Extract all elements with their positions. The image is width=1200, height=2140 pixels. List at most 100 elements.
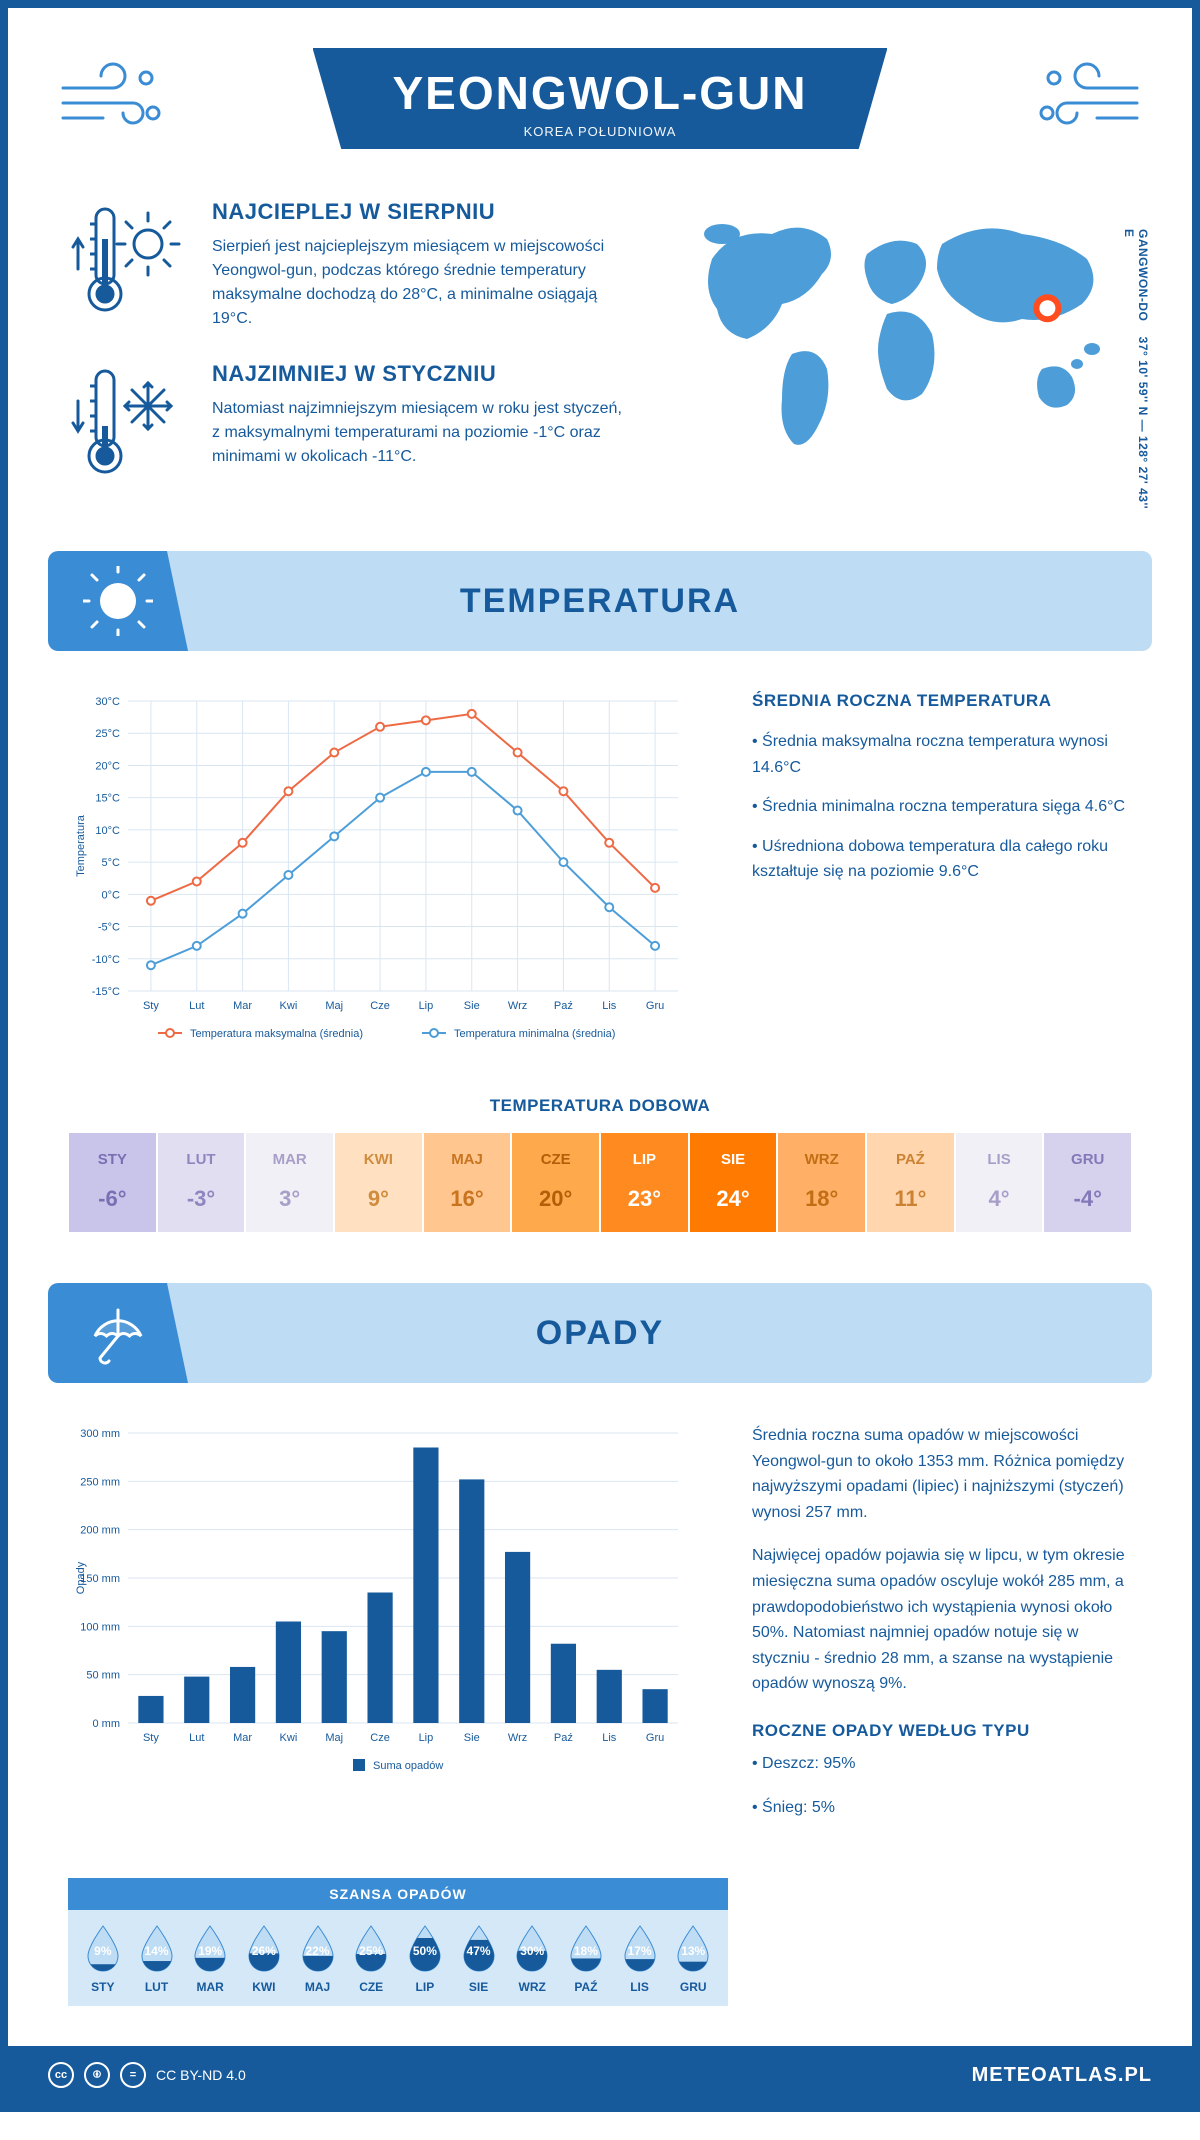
svg-text:Temperatura maksymalna (średni: Temperatura maksymalna (średnia) [190,1028,363,1040]
svg-text:Sty: Sty [143,1000,159,1012]
svg-text:250 mm: 250 mm [80,1476,120,1488]
precip-type-item: • Śnieg: 5% [752,1795,1132,1821]
chance-cell: 22%MAJ [291,1922,345,1994]
daily-cell: LUT-3° [157,1132,246,1233]
chance-cell: 14%LUT [130,1922,184,1994]
temperature-section-header: TEMPERATURA [48,551,1152,651]
svg-text:-5°C: -5°C [98,922,120,934]
thermometer-hot-icon [68,199,188,319]
svg-text:200 mm: 200 mm [80,1525,120,1537]
precip-type-heading: ROCZNE OPADY WEDŁUG TYPU [752,1721,1132,1741]
svg-text:Opady: Opady [75,1561,87,1594]
page-frame: YEONGWOL-GUN KOREA POŁUDNIOWA NAJ [0,0,1200,2112]
svg-text:-10°C: -10°C [92,954,120,966]
temp-bullet: • Uśredniona dobowa temperatura dla całe… [752,834,1132,885]
title-ribbon: YEONGWOL-GUN KOREA POŁUDNIOWA [313,48,888,149]
svg-text:Lis: Lis [602,1732,617,1744]
svg-text:20°C: 20°C [95,760,120,772]
temp-info-heading: ŚREDNIA ROCZNA TEMPERATURA [752,691,1132,711]
precipitation-chance-box: SZANSA OPADÓW 9%STY 14%LUT 19%MAR 26%KWI… [68,1878,728,2006]
svg-text:30°C: 30°C [95,696,120,708]
svg-text:Kwi: Kwi [280,1000,298,1012]
chance-cell: 17%LIS [613,1922,667,1994]
coldest-title: NAJZIMNIEJ W STYCZNIU [212,361,622,387]
footer: cc 🅯 = CC BY-ND 4.0 METEOATLAS.PL [8,2046,1192,2104]
svg-text:Lip: Lip [419,1732,434,1744]
wind-icon-right [1022,58,1142,138]
svg-text:300 mm: 300 mm [80,1428,120,1440]
daily-temp-table: STY-6°LUT-3°MAR3°KWI9°MAJ16°CZE20°LIP23°… [68,1132,1132,1233]
coldest-block: NAJZIMNIEJ W STYCZNIU Natomiast najzimni… [68,361,622,481]
chance-cell: 50%LIP [398,1922,452,1994]
daily-cell: MAR3° [245,1132,334,1233]
svg-text:0 mm: 0 mm [93,1718,121,1730]
svg-text:25°C: 25°C [95,728,120,740]
umbrella-icon [83,1298,153,1368]
sun-icon-box [48,551,188,651]
svg-text:Suma opadów: Suma opadów [373,1760,443,1772]
precip-p1: Średnia roczna suma opadów w miejscowośc… [752,1423,1132,1525]
svg-text:Cze: Cze [370,1732,390,1744]
temp-bullet: • Średnia minimalna roczna temperatura s… [752,794,1132,820]
wind-icon-left [58,58,178,138]
precipitation-bar-chart: 0 mm50 mm100 mm150 mm200 mm250 mm300 mmS… [68,1423,688,1783]
intro-text-column: NAJCIEPLEJ W SIERPNIU Sierpień jest najc… [68,199,622,511]
svg-text:5°C: 5°C [102,857,121,869]
chance-title: SZANSA OPADÓW [68,1878,728,1910]
svg-text:Mar: Mar [233,1000,252,1012]
svg-text:Gru: Gru [646,1732,664,1744]
daily-cell: PAŹ11° [866,1132,955,1233]
chance-cell: 47%SIE [452,1922,506,1994]
daily-cell: SIE24° [689,1132,778,1233]
svg-text:Temperatura: Temperatura [75,814,87,877]
svg-text:Sie: Sie [464,1732,480,1744]
coordinates-label: GANGWON-DO 37° 10' 59'' N — 128° 27' 43'… [1122,229,1150,511]
precip-type-item: • Deszcz: 95% [752,1751,1132,1777]
daily-cell: MAJ16° [423,1132,512,1233]
intro-section: NAJCIEPLEJ W SIERPNIU Sierpień jest najc… [8,179,1192,551]
map-column: GANGWON-DO 37° 10' 59'' N — 128° 27' 43'… [662,199,1132,511]
chance-cell: 26%KWI [237,1922,291,1994]
by-icon: 🅯 [84,2062,110,2088]
temperature-body: -15°C-10°C-5°C0°C5°C10°C15°C20°C25°C30°C… [8,651,1192,1076]
daily-cell: LIP23° [600,1132,689,1233]
svg-text:Paź: Paź [554,1732,573,1744]
footer-site: METEOATLAS.PL [972,2064,1152,2087]
svg-text:-15°C: -15°C [92,986,120,998]
svg-text:Cze: Cze [370,1000,390,1012]
precipitation-section-header: OPADY [48,1283,1152,1383]
svg-text:Lip: Lip [419,1000,434,1012]
svg-text:Maj: Maj [325,1000,343,1012]
warmest-text: Sierpień jest najcieplejszym miesiącem w… [212,235,622,331]
header: YEONGWOL-GUN KOREA POŁUDNIOWA [8,8,1192,179]
svg-text:Lut: Lut [189,1732,204,1744]
coldest-text: Natomiast najzimniejszym miesiącem w rok… [212,397,622,469]
umbrella-icon-box [48,1283,188,1383]
footer-license: cc 🅯 = CC BY-ND 4.0 [48,2062,246,2088]
chance-row: 9%STY 14%LUT 19%MAR 26%KWI 22%MAJ 25%CZE [68,1910,728,2006]
svg-text:Gru: Gru [646,1000,664,1012]
svg-text:Kwi: Kwi [280,1732,298,1744]
daily-temp-title: TEMPERATURA DOBOWA [8,1096,1192,1116]
svg-text:Sie: Sie [464,1000,480,1012]
temperature-info: ŚREDNIA ROCZNA TEMPERATURA • Średnia mak… [752,691,1132,1056]
cc-icon: cc [48,2062,74,2088]
thermometer-cold-icon [68,361,188,481]
svg-text:50 mm: 50 mm [86,1670,120,1682]
sun-icon [83,566,153,636]
chance-cell: 9%STY [76,1922,130,1994]
precipitation-chart-area: 0 mm50 mm100 mm150 mm200 mm250 mm300 mmS… [68,1423,702,1838]
svg-text:Lis: Lis [602,1000,617,1012]
daily-cell: KWI9° [334,1132,423,1233]
license-text: CC BY-ND 4.0 [156,2067,246,2083]
svg-text:100 mm: 100 mm [80,1621,120,1633]
svg-text:Mar: Mar [233,1732,252,1744]
precipitation-info: Średnia roczna suma opadów w miejscowośc… [752,1423,1132,1838]
world-map [662,199,1132,459]
daily-cell: LIS4° [955,1132,1044,1233]
daily-cell: STY-6° [68,1132,157,1233]
chance-cell: 13%GRU [666,1922,720,1994]
temperature-line-chart: -15°C-10°C-5°C0°C5°C10°C15°C20°C25°C30°C… [68,691,688,1051]
temperature-chart-area: -15°C-10°C-5°C0°C5°C10°C15°C20°C25°C30°C… [68,691,702,1056]
precip-p2: Najwięcej opadów pojawia się w lipcu, w … [752,1543,1132,1697]
